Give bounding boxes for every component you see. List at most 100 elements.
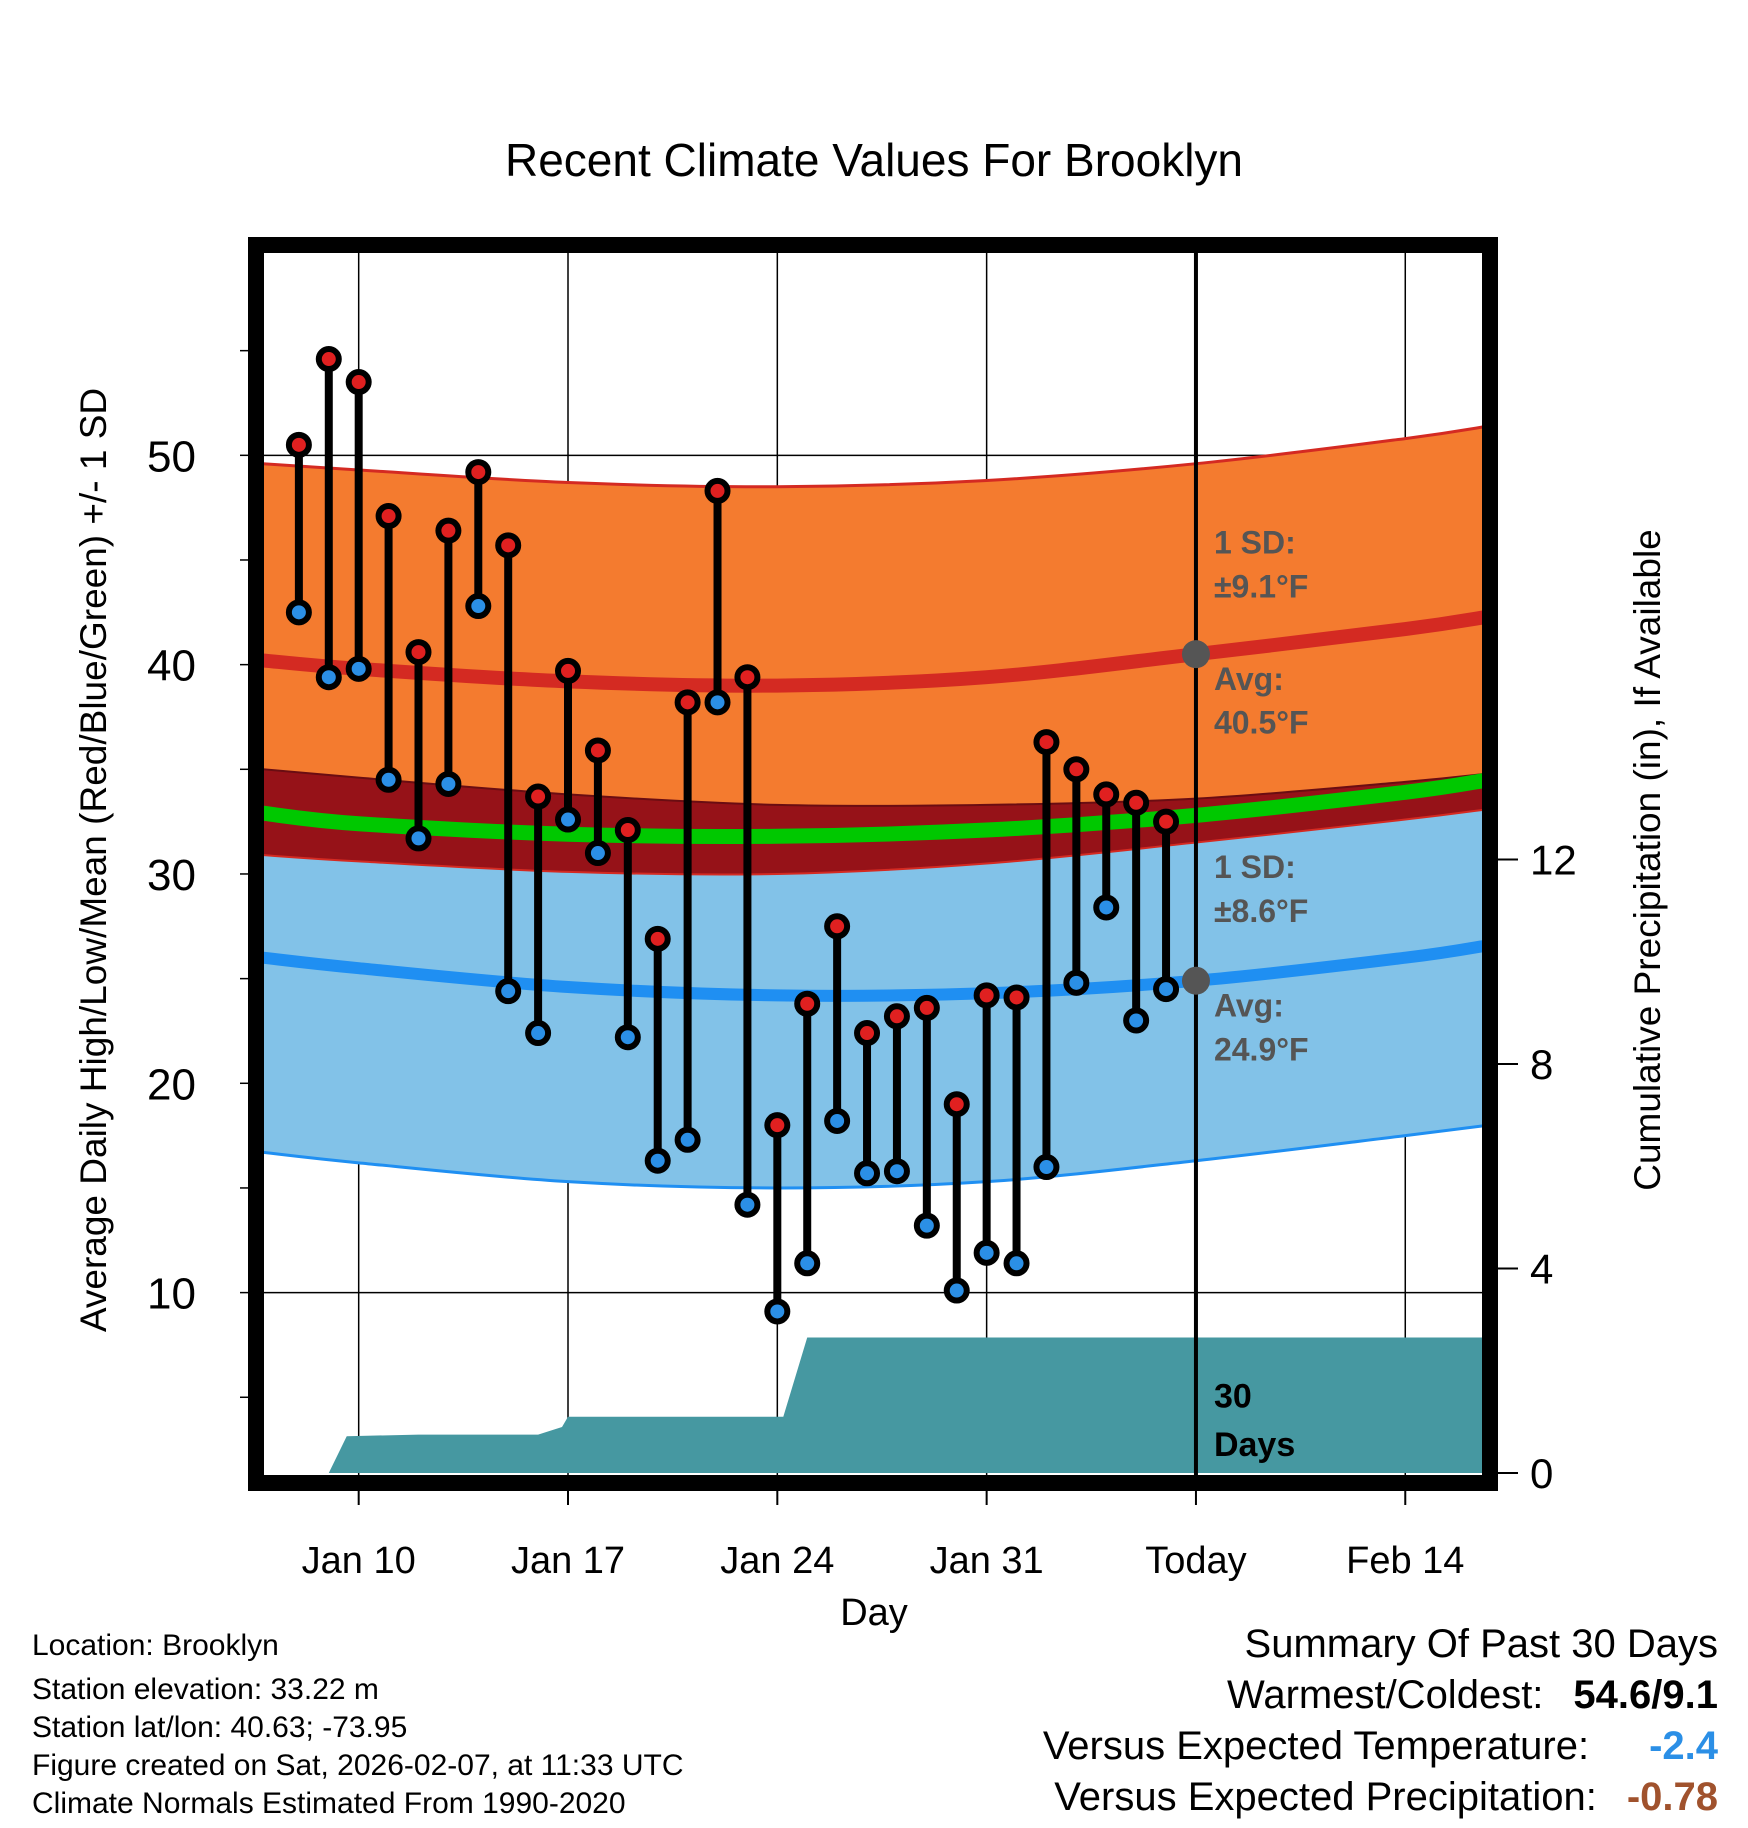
high-temp-point — [405, 639, 432, 666]
high-temp-point — [315, 346, 342, 373]
low-temp-point — [794, 1250, 821, 1277]
y-tick-label: 20 — [147, 1060, 196, 1109]
y-tick-label: 40 — [147, 642, 196, 691]
info-created: Figure created on Sat, 2026-02-07, at 11… — [32, 1749, 684, 1782]
high-temp-point — [1003, 984, 1030, 1011]
y-axis-label-left: Average Daily High/Low/Mean (Red/Blue/Gr… — [73, 388, 114, 1332]
low-sd-value: ±8.6°F — [1214, 893, 1308, 929]
low-mean-line — [263, 939, 1489, 1002]
low-temp-point — [674, 1126, 701, 1153]
high-upper-line — [263, 424, 1489, 489]
low-temp-point — [824, 1107, 851, 1134]
summary-temp-row: Versus Expected Temperature: -2.4 — [1043, 1724, 1718, 1769]
info-latlon: Station lat/lon: 40.63; -73.95 — [32, 1711, 408, 1744]
y-axis-label-right: Cumulative Precipitation (in), If Availa… — [1627, 529, 1668, 1191]
high-temp-point — [345, 369, 372, 396]
high-temp-point — [435, 517, 462, 544]
high-temp-point — [1123, 789, 1150, 816]
summary-precip-value: -0.78 — [1626, 1775, 1718, 1819]
precip-tick-label: 4 — [1530, 1246, 1553, 1293]
info-elevation: Station elevation: 33.22 m — [32, 1673, 379, 1706]
x-tick-label: Jan 17 — [511, 1540, 625, 1582]
low-temp-point — [973, 1239, 1000, 1266]
days-label-number: 30 — [1214, 1378, 1252, 1416]
summary-warmest-label: Warmest/Coldest: — [1227, 1673, 1544, 1717]
low-temp-point — [495, 978, 522, 1005]
high-temp-point — [913, 994, 940, 1021]
x-tick-label: Jan 24 — [720, 1540, 834, 1582]
y-tick-label: 30 — [147, 851, 196, 900]
high-avg-label: Avg: — [1214, 661, 1284, 697]
high-temp-point — [644, 925, 671, 952]
days-label-text: Days — [1214, 1426, 1295, 1464]
y-tick-label: 50 — [147, 432, 196, 481]
high-temp-point — [854, 1020, 881, 1047]
summary-title: Summary Of Past 30 Days — [1244, 1622, 1718, 1666]
high-lower-line — [263, 808, 1489, 876]
high-temp-point — [285, 431, 312, 458]
low-temp-point — [1003, 1250, 1030, 1277]
x-axis-label: Day — [840, 1592, 908, 1634]
precip-tick-label: 8 — [1530, 1041, 1553, 1088]
low-temp-point — [734, 1191, 761, 1218]
low-temp-point — [1153, 976, 1180, 1003]
summary-precip-row: Versus Expected Precipitation: -0.78 — [1054, 1775, 1718, 1820]
low-temp-point — [614, 1024, 641, 1051]
low-temp-point — [943, 1277, 970, 1304]
summary-temp-label: Versus Expected Temperature: — [1042, 1724, 1590, 1768]
high-temp-point — [1033, 729, 1060, 756]
high-temp-point — [555, 657, 582, 684]
low-temp-point — [704, 689, 731, 716]
low-avg-value: 24.9°F — [1214, 1031, 1309, 1067]
high-avg-value: 40.5°F — [1214, 705, 1309, 741]
summary-temp-value: -2.4 — [1649, 1724, 1718, 1768]
precip-tick-label: 0 — [1530, 1450, 1553, 1497]
high-temp-point — [764, 1112, 791, 1139]
high-temp-point — [943, 1091, 970, 1118]
high-temp-point — [584, 737, 611, 764]
y-tick-label: 10 — [147, 1270, 196, 1319]
high-temp-point — [1093, 781, 1120, 808]
info-location: Location: Brooklyn — [32, 1629, 279, 1662]
low-temp-point — [913, 1212, 940, 1239]
chart-title: Recent Climate Values For Brooklyn — [505, 134, 1243, 186]
info-block: Location: Brooklyn Station elevation: 33… — [32, 1627, 684, 1823]
low-temp-point — [345, 655, 372, 682]
high-temp-point — [1153, 808, 1180, 835]
low-avg-label: Avg: — [1214, 987, 1284, 1023]
low-temp-point — [1063, 969, 1090, 996]
low-temp-point — [435, 770, 462, 797]
high-temp-point — [973, 982, 1000, 1009]
high-temp-point — [614, 817, 641, 844]
info-normals: Climate Normals Estimated From 1990-2020 — [32, 1787, 626, 1820]
low-sd-label: 1 SD: — [1214, 849, 1296, 885]
low-temp-point — [584, 840, 611, 867]
high-temp-point — [883, 1003, 910, 1030]
low-temp-point — [555, 806, 582, 833]
x-tick-label: Jan 31 — [930, 1540, 1044, 1582]
high-temp-point — [525, 783, 552, 810]
high-avg-marker — [1181, 640, 1210, 669]
low-lower-line — [263, 1123, 1489, 1190]
low-temp-point — [525, 1020, 552, 1047]
x-tick-label: Today — [1145, 1540, 1246, 1582]
low-temp-point — [1123, 1007, 1150, 1034]
summary-warmest-value: 54.6/9.1 — [1573, 1673, 1718, 1717]
high-sd-label: 1 SD: — [1214, 525, 1296, 561]
low-sd-band — [263, 769, 1489, 1188]
precipitation-area — [263, 1337, 1489, 1473]
high-temp-point — [495, 532, 522, 559]
high-temp-point — [1063, 756, 1090, 783]
high-temp-point — [794, 990, 821, 1017]
low-temp-point — [883, 1158, 910, 1185]
low-temp-point — [405, 825, 432, 852]
summary-precip-label: Versus Expected Precipitation: — [1054, 1775, 1597, 1819]
high-temp-point — [824, 913, 851, 940]
high-temp-point — [734, 664, 761, 691]
low-temp-point — [315, 664, 342, 691]
low-temp-point — [1033, 1154, 1060, 1181]
low-avg-marker — [1181, 966, 1210, 995]
low-temp-point — [285, 599, 312, 626]
plot-frame — [248, 237, 1498, 1491]
